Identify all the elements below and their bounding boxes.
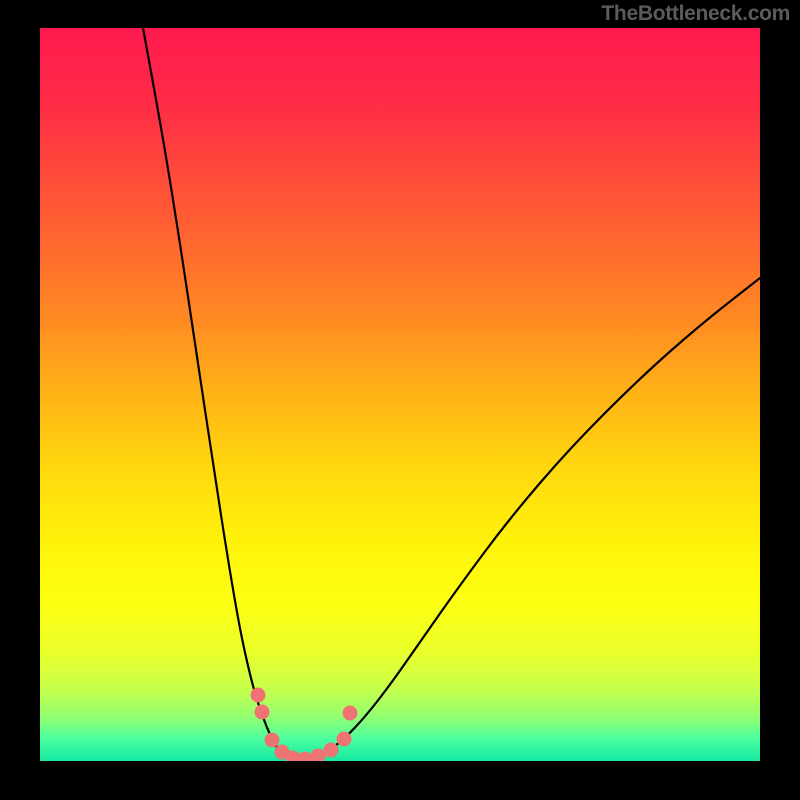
bottleneck-chart — [0, 0, 800, 800]
data-marker — [324, 743, 338, 757]
data-marker — [265, 733, 279, 747]
data-marker — [251, 688, 265, 702]
plot-area — [40, 28, 760, 761]
data-marker — [343, 706, 357, 720]
data-marker — [311, 749, 325, 763]
watermark-text: TheBottleneck.com — [601, 2, 790, 26]
data-marker — [255, 705, 269, 719]
data-marker — [337, 732, 351, 746]
